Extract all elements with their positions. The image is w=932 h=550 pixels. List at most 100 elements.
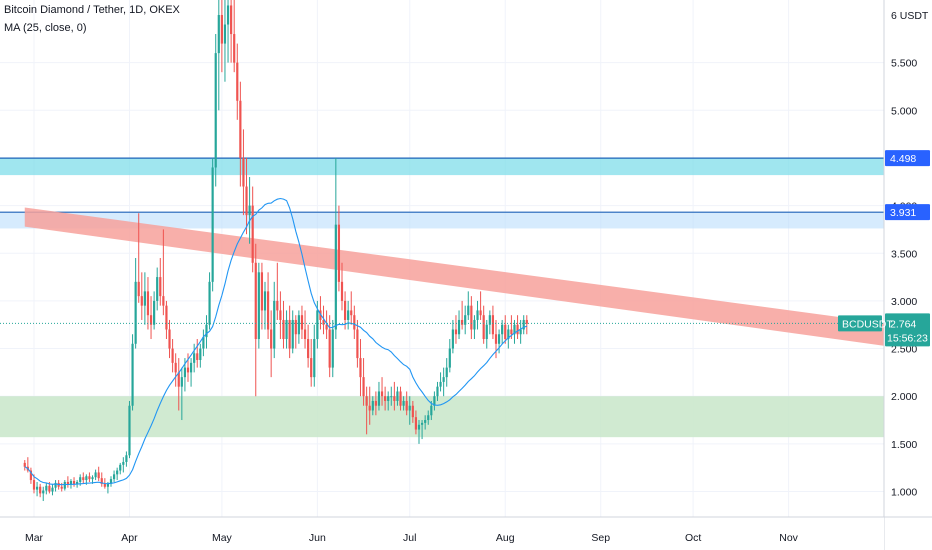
candle-body: [131, 343, 134, 406]
candle-body: [177, 372, 180, 387]
candle-body: [473, 319, 476, 330]
candle: [482, 305, 485, 344]
candle-body: [337, 224, 341, 282]
trend-channel: [24, 207, 918, 351]
candle: [131, 334, 134, 411]
candle-body: [233, 34, 236, 63]
candle: [257, 262, 260, 349]
candle: [54, 480, 57, 492]
candle-body: [424, 420, 427, 423]
candle-body: [525, 319, 528, 324]
candle: [411, 400, 414, 423]
candle: [285, 310, 288, 349]
candle-body: [125, 455, 128, 462]
x-tick-label: Mar: [25, 532, 44, 544]
candle-body: [63, 481, 66, 489]
candle-body: [202, 337, 205, 349]
ma-indicator-label[interactable]: MA (25, close, 0): [4, 22, 87, 34]
candle-body: [236, 62, 239, 101]
candle: [340, 262, 344, 311]
candle-body: [140, 296, 143, 306]
candle-body: [439, 381, 442, 387]
candle-body: [479, 310, 482, 316]
candle-body: [211, 167, 214, 282]
candle: [162, 229, 165, 316]
candle-body: [162, 296, 165, 306]
candle-body: [430, 405, 433, 416]
candle: [491, 305, 495, 340]
candle-body: [448, 348, 451, 368]
candle: [424, 415, 427, 430]
candle: [251, 186, 254, 273]
candle-body: [112, 474, 116, 480]
candle: [116, 467, 119, 481]
candle: [445, 358, 448, 387]
candle-body: [208, 281, 211, 325]
candle-body: [457, 319, 461, 335]
candle-body: [294, 319, 297, 335]
candle: [519, 319, 522, 344]
candle-body: [411, 405, 414, 418]
candle-body: [174, 362, 177, 373]
candle: [72, 477, 76, 487]
candle: [365, 386, 368, 435]
candle: [307, 324, 310, 368]
candle-body: [91, 477, 94, 480]
candle-body: [254, 262, 257, 340]
candle-body: [29, 470, 33, 481]
candle-body: [303, 329, 307, 340]
candle-body: [239, 100, 242, 158]
candle: [97, 466, 100, 482]
candle-body: [205, 324, 208, 338]
candle: [288, 305, 291, 359]
price-axis[interactable]: 1.0001.5002.0002.5003.0003.5004.0004.500…: [838, 0, 932, 550]
candle: [35, 481, 39, 497]
candle: [186, 353, 190, 382]
candle: [291, 310, 294, 354]
candle: [313, 324, 316, 387]
candle-body: [405, 400, 408, 411]
candle-body: [504, 324, 507, 340]
time-axis[interactable]: Mar Apr May Jun Jul Aug Sep Oct Nov: [0, 516, 932, 550]
candle: [276, 262, 279, 320]
y-tick-label: 2.500: [891, 344, 917, 356]
candle-body: [522, 319, 525, 330]
candle-body: [436, 386, 439, 397]
candle: [297, 310, 300, 344]
candle: [488, 310, 491, 335]
candle-body: [464, 315, 467, 325]
candle-body: [196, 353, 199, 360]
candle: [88, 472, 91, 482]
x-tick-label: Oct: [685, 532, 701, 544]
candle: [177, 358, 180, 411]
candle-body: [331, 329, 334, 368]
candle-body: [507, 329, 510, 340]
candle: [119, 462, 122, 475]
candle-body: [316, 310, 319, 340]
candle: [208, 272, 211, 330]
candle-body: [442, 377, 445, 382]
candle-body: [408, 405, 411, 411]
candle-body: [322, 319, 325, 325]
candle: [479, 291, 482, 320]
candle: [171, 339, 174, 373]
candle: [214, 34, 217, 187]
candle-body: [193, 353, 196, 363]
candle: [322, 305, 325, 335]
symbol-title[interactable]: Bitcoin Diamond / Tether, 1D, OKEX: [4, 4, 180, 16]
candle: [448, 339, 451, 373]
candle: [294, 315, 297, 349]
candle-body: [69, 481, 73, 485]
ma-line: [24, 197, 527, 486]
candle-body: [119, 464, 122, 471]
y-tick-label: 5.000: [891, 105, 917, 117]
candle: [226, 0, 230, 63]
candle: [461, 300, 464, 330]
candle-body: [427, 415, 430, 421]
candle-body: [387, 396, 390, 401]
candle: [100, 472, 103, 487]
candle-body: [106, 483, 110, 487]
candle: [254, 243, 257, 397]
x-tick-label: Jun: [309, 532, 326, 544]
